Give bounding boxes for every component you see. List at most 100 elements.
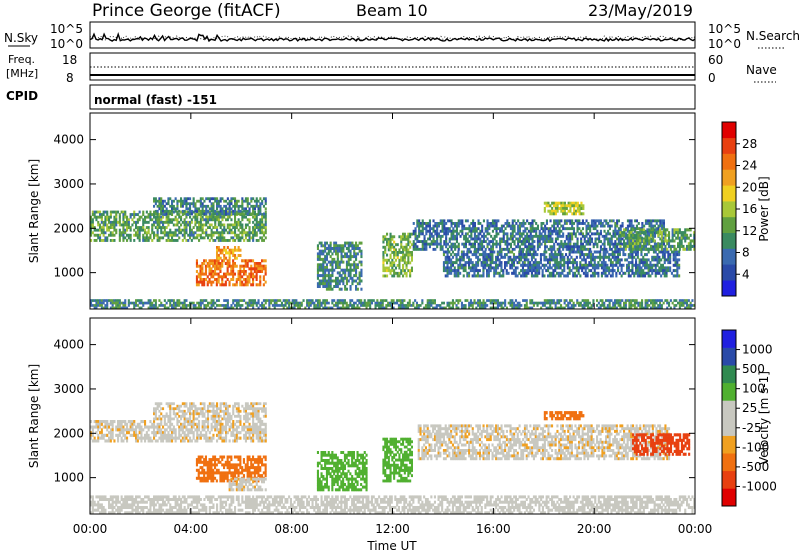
heatmap-cell-r0	[205, 223, 208, 227]
heatmap-cell-r0	[262, 215, 265, 219]
heatmap-cell-r2	[250, 272, 253, 276]
heatmap-cell-r0	[111, 220, 114, 224]
heatmap-cell-r0	[212, 231, 215, 235]
heatmap-cell-r10	[608, 304, 611, 307]
heatmap-cell-r10	[660, 299, 663, 302]
heatmap-cell-r10	[113, 299, 116, 302]
heatmap-cell-r7	[556, 258, 559, 262]
heatmap-cell-r9	[680, 242, 683, 246]
heatmap-cell-r10	[307, 306, 310, 310]
heatmap-cell-r2	[226, 262, 229, 265]
heatmap-cell-r0	[223, 226, 226, 229]
heatmap-cell-r7	[627, 271, 630, 275]
heatmap-cell-r7	[654, 258, 657, 262]
heatmap-cell-r10	[271, 304, 274, 307]
heatmap-cell-r7	[631, 271, 634, 275]
heatmap-cell-r4	[358, 260, 361, 264]
heatmap-cell-r10	[581, 304, 584, 307]
heatmap-cell-r7	[563, 269, 566, 273]
heatmap-cell-r6	[572, 229, 575, 233]
heatmap-cell-r9	[630, 239, 633, 243]
heatmap-cell-r9	[689, 233, 692, 237]
heatmap-cell-r0	[253, 231, 256, 235]
heatmap-cell-r9	[639, 247, 642, 251]
heatmap-cell-r9	[628, 247, 631, 251]
heatmap-cell-r10	[525, 299, 528, 302]
heatmap-cell-r6	[590, 222, 593, 225]
heatmap-cell-r6	[605, 222, 608, 225]
heatmap-cell-r4	[340, 257, 343, 261]
heatmap-cell-r2	[246, 262, 249, 265]
heatmap-cell-r10	[581, 306, 584, 310]
heatmap-cell-r5	[407, 251, 410, 254]
heatmap-cell-r10	[478, 299, 481, 302]
heatmap-cell-r7	[491, 255, 494, 259]
heatmap-cell-r10	[569, 301, 572, 305]
heatmap-cell-r6	[639, 232, 642, 236]
heatmap-cell-r6	[585, 242, 588, 246]
heatmap-cell-r5	[386, 253, 389, 257]
heatmap-cell-r10	[279, 304, 282, 307]
heatmap-cell-r0	[237, 218, 240, 222]
heatmap-cell-r6	[425, 242, 428, 246]
heatmap-cell-r4	[329, 263, 332, 267]
heatmap-cell-r2	[214, 270, 217, 273]
heatmap-cell-r9	[675, 231, 678, 235]
heatmap-cell-r6	[421, 219, 424, 223]
heatmap-cell-r5	[410, 232, 413, 236]
heatmap-cell-r0	[192, 233, 195, 237]
heatmap-cell-r6	[466, 247, 469, 251]
heatmap-cell-r6	[536, 245, 539, 249]
heatmap-cell-r7	[568, 271, 571, 275]
heatmap-cell-r8	[560, 201, 563, 205]
heatmap-cell-r6	[594, 227, 597, 231]
heatmap-cell-r7	[672, 253, 675, 257]
heatmap-cell-r7	[500, 263, 503, 267]
heatmap-cell-r1	[201, 202, 204, 206]
heatmap-cell-r3	[232, 251, 235, 255]
heatmap-cell-r2	[235, 264, 238, 268]
heatmap-cell-r10	[102, 306, 105, 310]
heatmap-cell-r2	[252, 272, 255, 276]
heatmap-cell-r7	[529, 266, 532, 270]
heatmap-cell-r3	[232, 254, 235, 257]
heatmap-cell-r7	[534, 250, 537, 254]
heatmap-cell-r10	[340, 301, 343, 305]
heatmap-cell-r0	[97, 210, 100, 214]
heatmap-cell-r0	[232, 239, 235, 242]
heatmap-cell-r10	[151, 301, 154, 305]
heatmap-cell-r6	[576, 227, 579, 231]
heatmap-cell-r7	[521, 274, 524, 278]
heatmap-cell-r0	[212, 215, 215, 219]
heatmap-cell-r10	[311, 301, 314, 305]
heatmap-cell-r6	[596, 224, 599, 228]
heatmap-cell-r6	[436, 229, 439, 233]
heatmap-cell-r0	[199, 223, 202, 227]
heatmap-cell-r2	[199, 275, 202, 279]
heatmap-cell-r10	[244, 306, 247, 310]
heatmap-cell-r1	[234, 202, 237, 206]
heatmap-cell-r0	[145, 236, 148, 240]
heatmap-cell-r9	[630, 231, 633, 235]
heatmap-cell-r6	[648, 234, 651, 238]
heatmap-cell-r5	[407, 243, 410, 247]
heatmap-cell-r9	[680, 236, 683, 240]
heatmap-cell-r7	[645, 261, 648, 265]
heatmap-cell-r0	[250, 231, 253, 235]
heatmap-cell-r0	[203, 236, 206, 240]
heatmap-cell-r4	[355, 252, 358, 256]
heatmap-cell-r7	[652, 263, 655, 267]
heatmap-cell-r10	[448, 301, 451, 305]
heatmap-cell-r7	[582, 258, 585, 262]
heatmap-cell-r6	[567, 237, 570, 241]
heatmap-cell-r7	[460, 255, 463, 259]
heatmap-cell-r2	[239, 272, 242, 276]
heatmap-cell-r2	[232, 270, 235, 273]
heatmap-cell-r6	[540, 242, 543, 246]
heatmap-cell-r0	[172, 231, 175, 235]
heatmap-cell-r7	[678, 253, 681, 257]
heatmap-cell-r6	[531, 229, 534, 233]
heatmap-cell-r1	[252, 204, 255, 208]
heatmap-cell-r7	[574, 271, 577, 275]
heatmap-cell-r0	[183, 228, 186, 232]
